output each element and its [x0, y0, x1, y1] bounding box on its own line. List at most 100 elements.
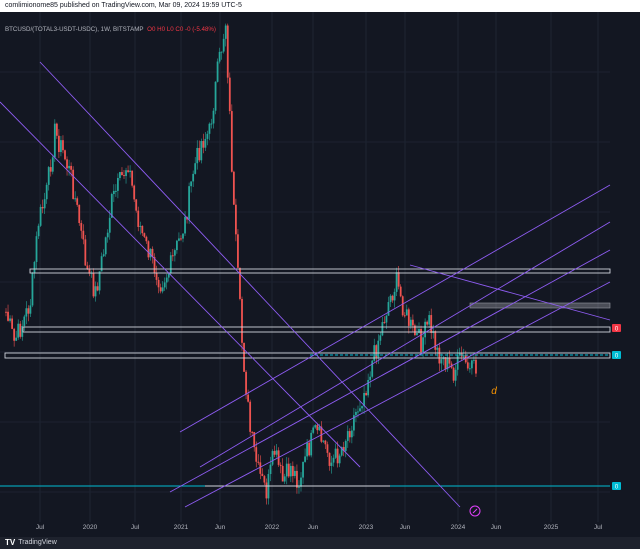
candle-body — [123, 175, 125, 177]
grid-lines — [0, 12, 610, 522]
candle-body — [434, 331, 437, 350]
candle-body — [192, 173, 195, 182]
candle-body — [226, 25, 229, 78]
candle-body — [116, 177, 119, 191]
x-tick-label: Jun — [215, 524, 226, 531]
candle-body — [47, 167, 50, 185]
candle-body — [275, 450, 278, 455]
candle-body — [206, 133, 209, 139]
time-axis: Jul 2020 Jul 2021 Jun 2022 Jun 2023 Jun 2024 Jun 20… — [36, 324, 621, 531]
candle-body — [314, 425, 317, 428]
candle-body — [371, 360, 374, 377]
candle-body — [43, 199, 46, 209]
candle-body — [462, 355, 465, 357]
candle-body — [96, 286, 99, 291]
candle-body — [383, 322, 386, 324]
candle-body — [249, 401, 252, 432]
candle-body — [424, 321, 427, 338]
candle-body — [239, 267, 241, 299]
candle-body — [196, 147, 199, 164]
candle-body — [155, 272, 158, 280]
candle-body — [49, 167, 52, 172]
candle-body — [70, 165, 73, 170]
candle-body — [448, 357, 451, 364]
price-chart[interactable]: d Jul 2020 Jul 2021 Jun 2022 Jun 2023 Jun 2024 Jun… — [0, 12, 640, 537]
candle-body — [72, 169, 75, 199]
candle-body — [84, 239, 87, 266]
candle-body — [414, 325, 416, 336]
candle-body — [218, 51, 221, 62]
candle-body — [149, 248, 152, 258]
candle-body — [308, 442, 311, 456]
replay-marker-icon-line — [472, 508, 478, 514]
chart-area[interactable]: d Jul 2020 Jul 2021 Jun 2022 Jun 2023 Jun 2024 Jun… — [0, 12, 640, 537]
candle-body — [167, 273, 170, 278]
candle-body — [393, 291, 396, 301]
candle-body — [446, 357, 449, 370]
candle-body — [147, 241, 150, 258]
candle-body — [121, 172, 123, 176]
publisher-line: comlimionome85 published on TradingView.… — [5, 2, 242, 9]
channel-line — [179, 184, 611, 433]
candle-body — [190, 181, 193, 187]
candle-body — [173, 250, 176, 256]
level-box — [29, 268, 611, 274]
x-tick-label: Jun — [308, 524, 319, 531]
candle-body — [312, 427, 315, 433]
candle-body — [171, 255, 174, 257]
candle-body — [361, 406, 363, 409]
candle-body — [369, 376, 372, 380]
candle-body — [473, 359, 475, 361]
candle-body — [440, 359, 443, 364]
candle-body — [62, 140, 64, 151]
price-tag-label: 0 — [615, 353, 619, 359]
channel-line — [184, 281, 611, 508]
candle-body — [289, 465, 292, 477]
candle-body — [350, 430, 353, 438]
candle-body — [98, 271, 101, 291]
candle-body — [57, 135, 60, 153]
candle-body — [143, 233, 146, 237]
candle-body — [33, 261, 36, 273]
candle-body — [420, 328, 422, 353]
candle-body — [328, 452, 331, 466]
candle-body — [29, 305, 32, 314]
candle-body — [17, 323, 20, 338]
candle-body — [401, 296, 404, 316]
candle-body — [234, 204, 237, 235]
candle-body — [334, 448, 337, 458]
candle-body — [114, 190, 117, 192]
candle-body — [110, 193, 113, 218]
candle-body — [68, 165, 70, 169]
level-box — [22, 326, 611, 333]
channel-line — [39, 61, 461, 508]
candle-body — [210, 123, 213, 125]
x-tick-label: 2024 — [451, 524, 466, 531]
candle-body — [86, 265, 89, 269]
candle-body — [232, 171, 235, 205]
candle-body — [188, 186, 191, 220]
candle-body — [261, 473, 264, 477]
candle-body — [285, 463, 288, 477]
candle-body — [291, 465, 294, 477]
candle-body — [283, 476, 286, 482]
candle-body — [165, 277, 168, 283]
candle-body — [251, 431, 254, 433]
candle-body — [318, 426, 321, 431]
publisher-header: comlimionome85 published on TradingView.… — [0, 0, 640, 12]
candle-body — [7, 311, 9, 321]
chart-background — [0, 12, 640, 537]
candle-body — [348, 431, 351, 438]
candle-body — [468, 368, 471, 370]
candle-body — [395, 272, 398, 292]
candle-body — [263, 476, 266, 483]
candle-body — [216, 61, 219, 82]
candle-body — [409, 319, 412, 326]
candle-body — [257, 461, 260, 463]
candle-body — [169, 255, 172, 274]
candle-body — [5, 311, 7, 313]
candle-body — [31, 272, 34, 306]
candle-body — [76, 198, 79, 205]
tradingview-footer: TV TradingView — [0, 537, 640, 549]
candle-body — [194, 163, 197, 174]
